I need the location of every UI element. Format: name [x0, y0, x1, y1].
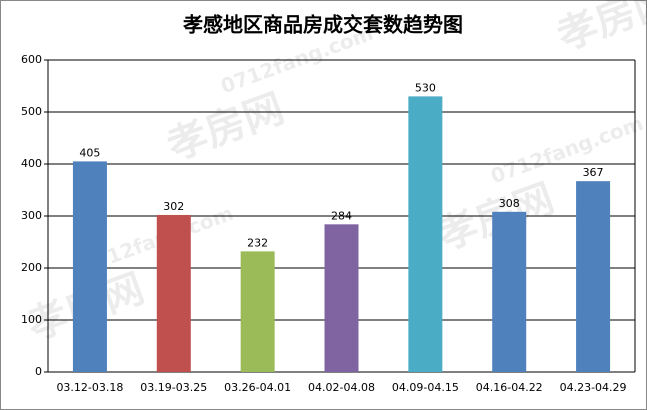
- data-label: 284: [331, 209, 352, 222]
- y-tick-label: 600: [21, 53, 42, 66]
- x-tick-label: 04.09-04.15: [392, 381, 459, 394]
- bar: [492, 211, 527, 372]
- data-label: 405: [79, 146, 100, 159]
- bar: [240, 251, 275, 372]
- x-tick-label: 03.26-04.01: [224, 381, 291, 394]
- x-tick-label: 04.02-04.08: [308, 381, 375, 394]
- x-tick-label: 03.12-03.18: [56, 381, 123, 394]
- y-tick-label: 300: [21, 209, 42, 222]
- x-tick-label: 04.23-04.29: [560, 381, 627, 394]
- bar: [324, 224, 359, 372]
- y-tick-label: 0: [35, 365, 42, 378]
- data-label: 232: [247, 236, 268, 249]
- y-tick-label: 400: [21, 157, 42, 170]
- bar: [156, 214, 191, 372]
- data-label: 302: [163, 200, 184, 213]
- data-label: 367: [583, 166, 604, 179]
- y-tick-label: 500: [21, 105, 42, 118]
- x-tick-label: 03.19-03.25: [140, 381, 207, 394]
- data-label: 308: [499, 197, 520, 210]
- bar: [408, 96, 443, 373]
- y-tick-label: 200: [21, 261, 42, 274]
- chart-title: 孝感地区商品房成交套数趋势图: [182, 13, 463, 37]
- data-label: 530: [415, 81, 436, 94]
- bar: [576, 181, 611, 372]
- y-tick-label: 100: [21, 313, 42, 326]
- x-tick-label: 04.16-04.22: [476, 381, 543, 394]
- bar: [72, 161, 107, 372]
